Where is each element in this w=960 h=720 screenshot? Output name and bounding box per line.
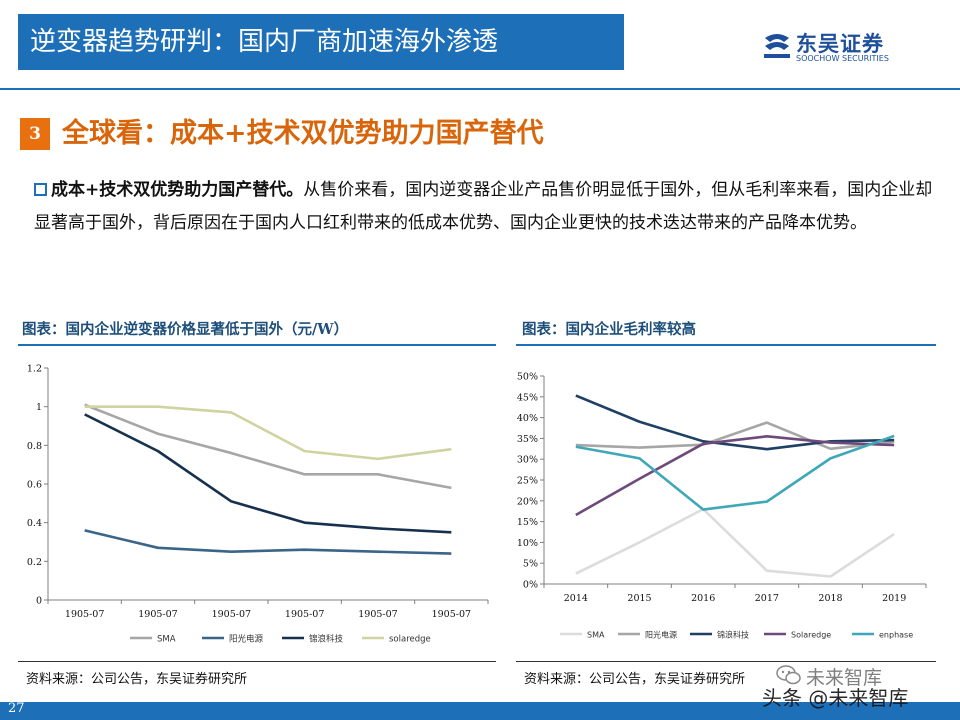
x-tick-label: 1905-07 (138, 609, 177, 620)
watermark-top: 未来智库 (806, 667, 883, 689)
header-separator (0, 88, 960, 90)
legend-label: Solaredge (791, 631, 831, 640)
x-tick-label: 2018 (818, 593, 842, 604)
y-tick-label: 20% (517, 496, 538, 507)
x-tick-label: 2019 (882, 593, 906, 604)
section-number: 3 (20, 118, 50, 150)
y-tick-label: 50% (517, 372, 538, 383)
right-chart-title-rule (516, 344, 936, 346)
footer-bar (0, 702, 960, 720)
watermark-bottom: 头条 @未来智库 (762, 686, 909, 710)
series-line-3 (84, 405, 452, 461)
y-tick-label: 15% (517, 517, 538, 528)
legend-label: enphase (879, 631, 913, 640)
series-line-0 (575, 507, 895, 578)
page-number: 27 (8, 701, 25, 716)
summary-paragraph: 成本+技术双优势助力国产替代。从售价来看，国内逆变器企业产品售价明显低于国外，但… (34, 174, 934, 240)
price-line-chart: 0 0.2 0.4 0.6 0.8 1 1.2 1905-07 1905-07 1905-07 19… (27, 364, 489, 645)
y-tick-label: 35% (517, 434, 538, 445)
left-chart-title-rule (18, 344, 496, 346)
x-tick-label: 1905-07 (285, 609, 324, 620)
right-chart-source: 资料来源：公司公告，东吴证券研究所 (524, 672, 746, 687)
margin-line-chart: 0% 5% 10% 15% 20% 25% 30% 35% 40% 45% 50% 2014 2015 2… (517, 372, 927, 640)
series-line-1 (575, 421, 895, 451)
y-tick-label: 0.8 (27, 441, 42, 452)
series-line-3 (575, 435, 895, 517)
series-line-1 (84, 529, 452, 555)
y-tick-label: 1 (36, 402, 42, 413)
y-tick-label: 25% (517, 476, 538, 487)
left-chart-title: 图表：国内企业逆变器价格显著低于国外（元/W） (22, 321, 349, 338)
header-title: 逆变器趋势研判：国内厂商加速海外渗透 (30, 27, 499, 57)
x-tick-label: 2015 (627, 593, 651, 604)
x-tick-label: 2017 (755, 593, 779, 604)
left-source-rule (18, 661, 496, 662)
y-tick-label: 5% (523, 559, 538, 570)
left-chart-source: 资料来源：公司公告，东吴证券研究所 (26, 672, 248, 687)
series-line-4 (575, 434, 895, 511)
square-bullet-icon (34, 183, 47, 196)
x-tick-label: 1905-07 (358, 609, 397, 620)
legend-label: 锦浪科技 (717, 630, 749, 640)
x-tick-label: 1905-07 (432, 609, 471, 620)
y-tick-label: 0.2 (27, 557, 42, 568)
legend-label: 阳光电源 (229, 634, 264, 645)
x-tick-label: 1905-07 (212, 609, 251, 620)
y-tick-label: 0 (36, 596, 42, 607)
legend-label: SMA (587, 631, 605, 640)
legend-label: 锦浪科技 (309, 634, 344, 645)
section-title: 全球看：成本+技术双优势助力国产替代 (62, 118, 544, 149)
header-title-bar: 逆变器趋势研判：国内厂商加速海外渗透 (18, 14, 624, 70)
y-tick-label: 0.6 (27, 480, 42, 491)
y-tick-label: 10% (517, 538, 538, 549)
x-tick-label: 2014 (564, 593, 588, 604)
series-line-2 (84, 413, 452, 534)
x-tick-label: 1905-07 (65, 609, 104, 620)
logo-cn-text: 东吴证券 (796, 32, 884, 56)
legend-label: SMA (157, 635, 176, 645)
company-logo: 东吴证券 SOOCHOW SECURITIES (762, 28, 942, 68)
y-tick-label: 30% (517, 455, 538, 466)
logo-en-text: SOOCHOW SECURITIES (796, 54, 889, 63)
right-chart-title: 图表：国内企业毛利率较高 (522, 321, 696, 338)
paragraph-body: 从售价来看，国内逆变器企业产品售价明显低于国外，但从毛利率来看，国内企业却显著高… (34, 180, 933, 233)
paragraph-lead: 成本+技术双优势助力国产替代。 (51, 180, 304, 200)
series-line-2 (575, 394, 895, 451)
y-tick-label: 40% (517, 413, 538, 424)
legend-label: 阳光电源 (645, 630, 677, 640)
y-tick-label: 0.4 (27, 518, 42, 529)
series-line-0 (84, 403, 452, 490)
legend-label: solaredge (389, 635, 431, 645)
logo-mark-icon (764, 34, 790, 58)
y-tick-label: 45% (517, 392, 538, 403)
y-tick-label: 1.2 (27, 364, 42, 375)
y-tick-label: 0% (523, 580, 538, 591)
wechat-icon (776, 665, 801, 685)
x-tick-label: 2016 (691, 593, 715, 604)
right-source-rule (516, 661, 936, 662)
